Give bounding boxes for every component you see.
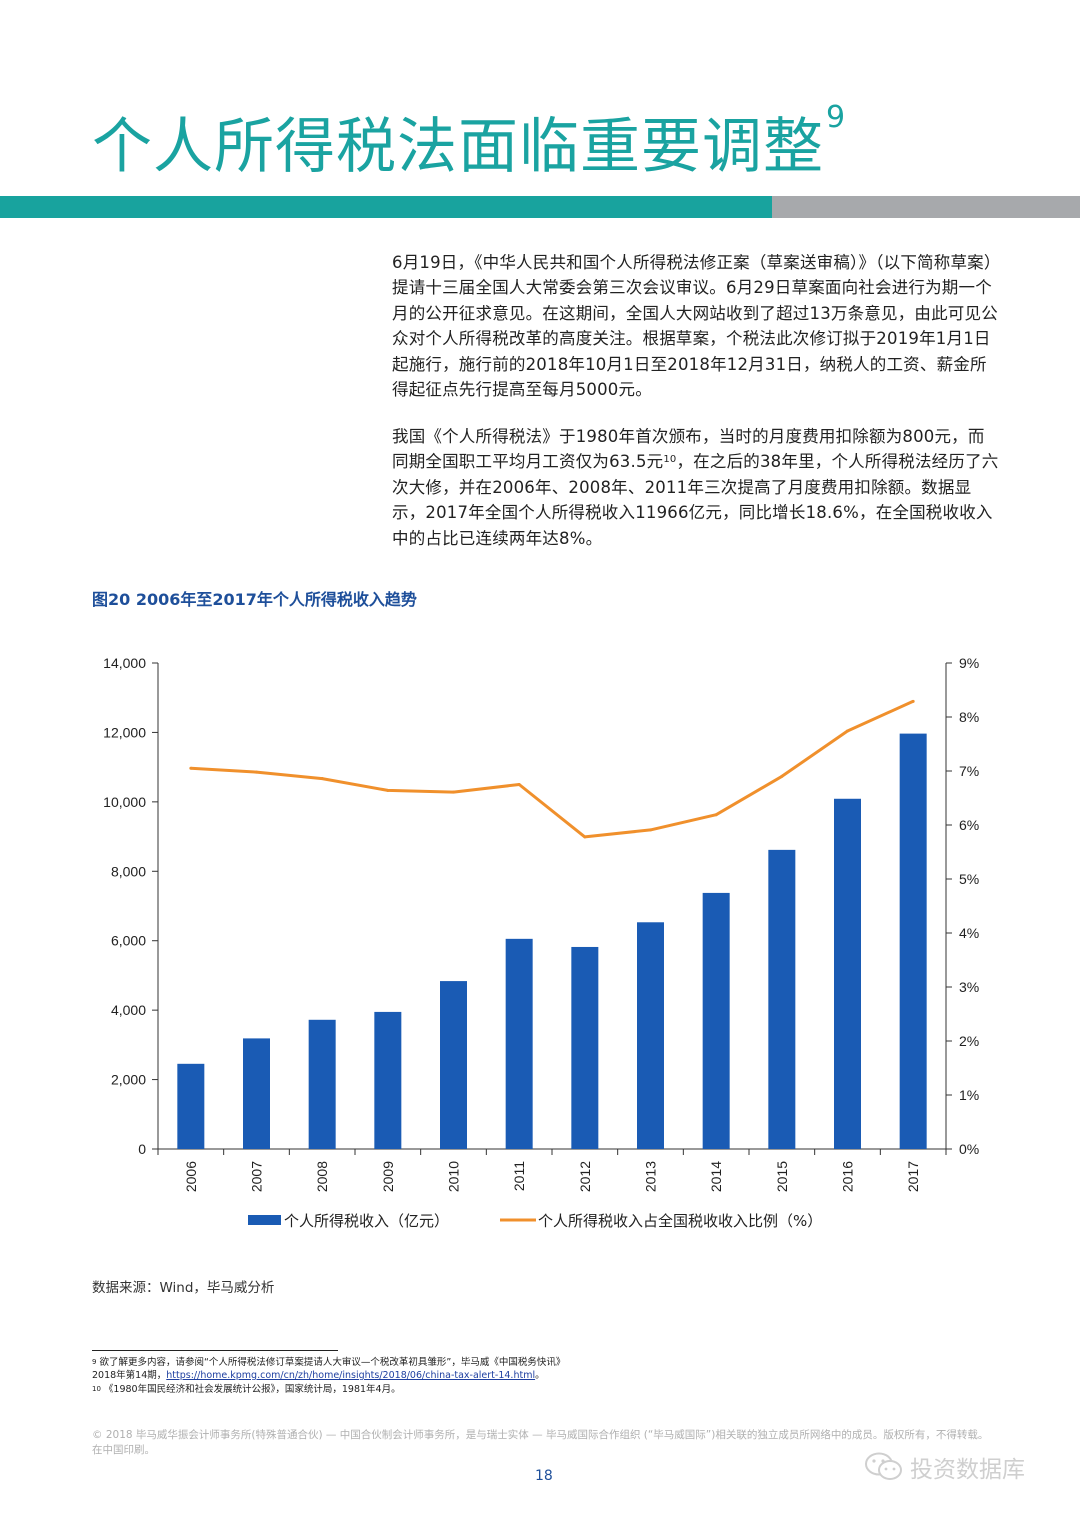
- copyright-notice: © 2018 毕马威华振会计师事务所(特殊普通合伙) — 中国合伙制会计师事务所…: [92, 1429, 989, 1456]
- data-source: 数据来源：Wind，毕马威分析: [92, 1280, 275, 1296]
- page-number: 18: [535, 1468, 553, 1484]
- left-tick-label: 14,000: [103, 655, 146, 671]
- legend-bar-label: 个人所得税收入（亿元）: [284, 1212, 449, 1230]
- ratio-point-2009: [386, 788, 390, 792]
- ratio-point-2012: [583, 835, 587, 839]
- header-band-gray: [772, 196, 1080, 218]
- ratio-point-2014: [714, 813, 718, 817]
- ratio-point-2007: [255, 770, 258, 774]
- legend-line-label: 个人所得税收入占全国税收收入比例（%）: [538, 1212, 822, 1230]
- right-tick-label: 8%: [959, 709, 979, 725]
- left-tick-label: 0: [138, 1141, 146, 1157]
- ratio-point-2016: [846, 729, 849, 733]
- x-tick-label: 2017: [905, 1161, 921, 1192]
- bar-2016: [834, 798, 861, 1149]
- right-tick-label: 6%: [959, 817, 979, 833]
- bar-2006: [177, 1063, 205, 1149]
- title-footnote-ref: 9: [826, 100, 847, 135]
- right-tick-label: 4%: [959, 925, 979, 941]
- ratio-point-2006: [189, 766, 193, 770]
- bar-2011: [505, 938, 533, 1149]
- legend-bar-swatch: [248, 1215, 281, 1225]
- bar-2014: [702, 892, 730, 1149]
- ratio-point-2015: [780, 774, 784, 778]
- right-tick-label: 9%: [959, 655, 979, 671]
- page-title: 个人所得税法面临重要调整9: [92, 100, 847, 182]
- ratio-line: [190, 699, 914, 839]
- x-tick-label: 2014: [708, 1161, 724, 1192]
- ratio-point-2017: [911, 699, 915, 703]
- wechat-icon: [865, 1452, 902, 1480]
- right-tick-label: 3%: [959, 979, 979, 995]
- ratio-point-2010: [452, 790, 455, 794]
- x-tick-label: 2013: [643, 1161, 659, 1192]
- bar-2008: [308, 1019, 336, 1149]
- x-tick-label: 2012: [577, 1161, 593, 1192]
- footnote-ref-10: 10: [663, 454, 677, 466]
- x-tick-label: 2006: [183, 1161, 199, 1192]
- ratio-point-2008: [320, 777, 324, 781]
- left-tick-label: 8,000: [111, 863, 146, 879]
- right-tick-label: 5%: [959, 871, 979, 887]
- footnote-9: 9 欲了解更多内容，请参阅“个人所得税法修订草案提请人大审议—个税改革初具雏形”，…: [92, 1357, 566, 1381]
- x-tick-label: 2008: [314, 1161, 330, 1192]
- ratio-point-2011: [517, 783, 521, 786]
- x-tick-label: 2010: [446, 1161, 462, 1192]
- bar-2007: [243, 1038, 270, 1149]
- watermark: 投资数据库: [864, 1450, 1025, 1484]
- bar-2015: [768, 849, 796, 1149]
- footnote-10: 10 《1980年国民经济和社会发展统计公报》，国家统计局，1981年4月。: [92, 1384, 401, 1395]
- x-tick-label: 2009: [380, 1161, 396, 1192]
- x-tick-label: 2016: [840, 1161, 856, 1192]
- right-tick-label: 1%: [959, 1087, 979, 1103]
- header-band-teal: [0, 196, 772, 218]
- left-tick-label: 4,000: [111, 1002, 146, 1018]
- bar-2013: [637, 922, 664, 1149]
- income-tax-chart: 0 2,000 4,000 6,000 8,000 10,000 12,000 14,000 0…: [103, 655, 979, 1230]
- bar-2009: [374, 1011, 402, 1149]
- left-tick-label: 10,000: [103, 794, 146, 810]
- left-tick-label: 6,000: [111, 933, 146, 949]
- bar-2017: [899, 733, 927, 1149]
- x-tick-label: 2011: [511, 1161, 527, 1191]
- right-tick-label: 0%: [959, 1141, 979, 1157]
- right-tick-label: 7%: [959, 763, 979, 779]
- bar-2010: [440, 981, 467, 1149]
- body-paragraph-1: 6月19日，《中华人民共和国个人所得税法修正案（草案送审稿）》（以下简称草案）提…: [392, 253, 998, 400]
- footnote-rule: [92, 1350, 338, 1351]
- body-paragraph-2: 我国《个人所得税法》于1980年首次颁布，当时的月度费用扣除额为800元，而同期…: [392, 427, 999, 548]
- right-tick-label: 2%: [959, 1033, 979, 1049]
- x-tick-label: 2015: [774, 1161, 790, 1192]
- left-tick-label: 2,000: [111, 1072, 146, 1088]
- figure-title: 图20 2006年至2017年个人所得税收入趋势: [92, 590, 417, 609]
- bar-2012: [571, 946, 599, 1149]
- ratio-point-2013: [649, 828, 652, 832]
- footnote-9-link[interactable]: https://home.kpmg.com/cn/zh/home/insight…: [166, 1370, 536, 1381]
- x-tick-label: 2007: [249, 1161, 265, 1192]
- left-tick-label: 12,000: [103, 724, 146, 740]
